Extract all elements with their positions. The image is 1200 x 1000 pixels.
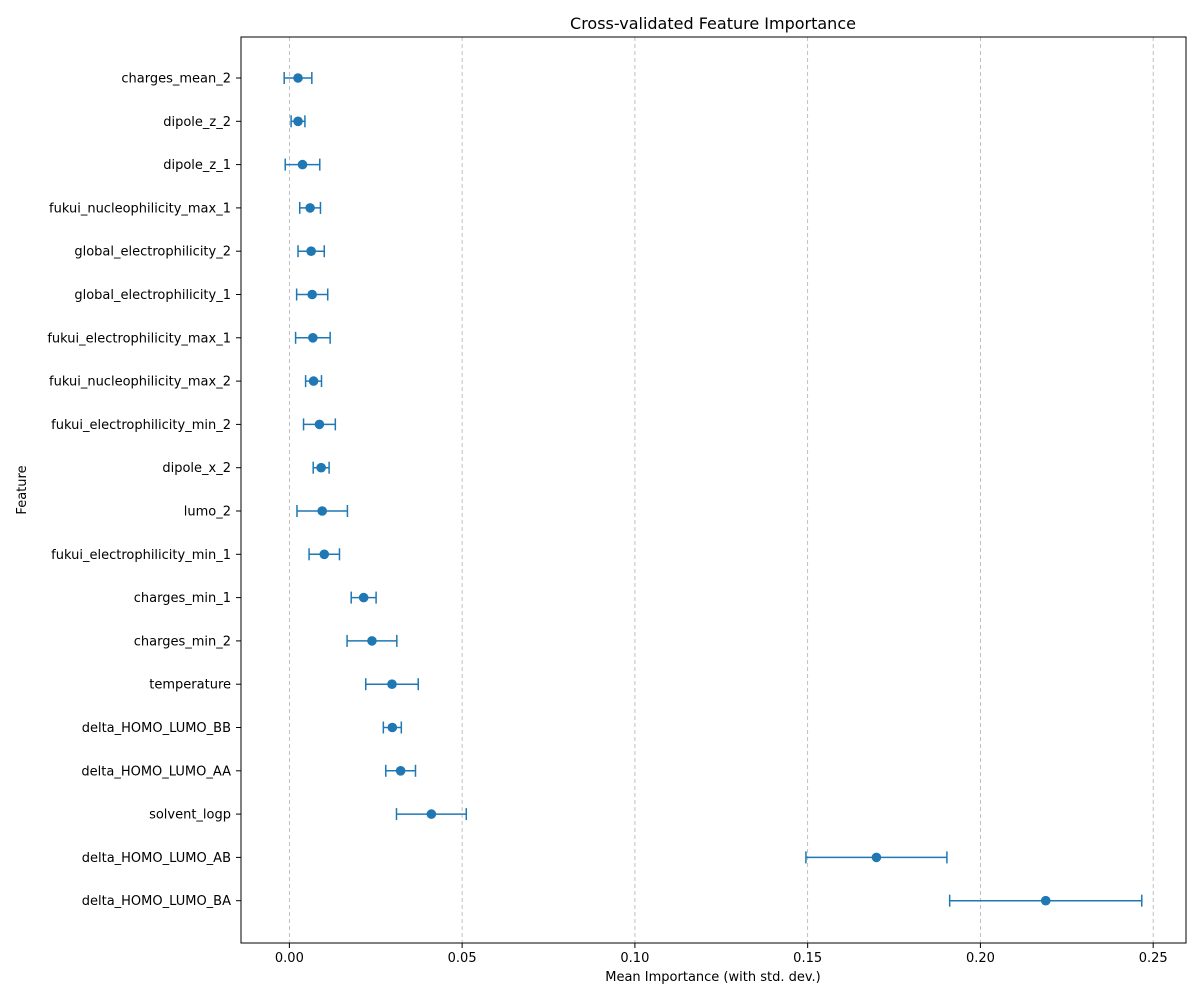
y-tick-label: charges_min_1 bbox=[134, 591, 231, 606]
error-bar-point bbox=[283, 72, 313, 84]
y-tick-label: fukui_nucleophilicity_max_1 bbox=[49, 201, 231, 216]
mean-point bbox=[317, 506, 327, 516]
y-tick-label: global_electrophilicity_1 bbox=[74, 288, 231, 303]
mean-point bbox=[297, 159, 308, 170]
y-tick-label: dipole_z_1 bbox=[163, 158, 231, 173]
y-tick-label: dipole_z_2 bbox=[163, 115, 231, 130]
error-bar-point bbox=[302, 418, 337, 431]
mean-point bbox=[293, 73, 303, 83]
error-bar-point bbox=[395, 808, 468, 821]
x-tick-label: 0.10 bbox=[620, 951, 649, 966]
mean-point bbox=[426, 809, 437, 819]
y-tick-label: fukui_nucleophilicity_max_2 bbox=[49, 375, 231, 390]
mean-point bbox=[307, 289, 317, 300]
error-bar-point bbox=[312, 461, 330, 474]
error-bar-point bbox=[382, 721, 403, 734]
mean-point bbox=[316, 462, 326, 473]
y-axis: charges_mean_2 dipole_z_2 dipole_z_1 fukui_… bbox=[47, 72, 241, 909]
error-bar-point bbox=[385, 764, 417, 777]
mean-point bbox=[387, 679, 397, 689]
error-bar-point bbox=[304, 375, 323, 388]
error-bar-point bbox=[296, 505, 349, 517]
error-bar-point bbox=[290, 115, 306, 128]
x-tick-label: 0.20 bbox=[966, 951, 995, 966]
y-tick-label: charges_min_2 bbox=[134, 634, 231, 649]
error-bar-point bbox=[294, 331, 331, 344]
mean-point bbox=[395, 766, 406, 776]
mean-point bbox=[308, 376, 319, 386]
y-tick-label: global_electrophilicity_2 bbox=[74, 245, 231, 260]
y-axis-label: Feature bbox=[15, 465, 30, 514]
chart-title: Cross-validated Feature Importance bbox=[570, 14, 856, 33]
mean-point bbox=[1040, 895, 1051, 906]
y-tick-label: dipole_x_2 bbox=[162, 461, 231, 476]
y-tick-label: delta_HOMO_LUMO_AB bbox=[82, 851, 231, 866]
error-bar-point bbox=[308, 548, 341, 561]
error-bar-point bbox=[350, 591, 377, 604]
y-tick-label: fukui_electrophilicity_min_1 bbox=[51, 548, 231, 563]
x-axis-label: Mean Importance (with std. dev.) bbox=[605, 970, 821, 985]
mean-point bbox=[871, 852, 882, 863]
mean-point bbox=[293, 116, 303, 127]
mean-point bbox=[305, 203, 315, 213]
y-tick-label: fukui_electrophilicity_min_2 bbox=[51, 418, 231, 433]
error-bar-point bbox=[346, 634, 398, 647]
error-bar-point bbox=[284, 158, 321, 171]
mean-point bbox=[306, 246, 316, 256]
error-bar-point bbox=[364, 678, 420, 691]
x-axis: 0.00 0.05 0.10 0.15 0.20 0.25 bbox=[275, 943, 1168, 966]
y-tick-label: solvent_logp bbox=[149, 808, 231, 823]
data-marks bbox=[283, 72, 1143, 907]
error-bar-point bbox=[297, 245, 326, 258]
y-tick-label: delta_HOMO_LUMO_AA bbox=[81, 764, 231, 779]
y-tick-label: temperature bbox=[149, 678, 231, 693]
mean-point bbox=[314, 419, 325, 430]
mean-point bbox=[358, 592, 369, 603]
mean-point bbox=[319, 549, 330, 560]
plot-frame bbox=[240, 36, 1187, 944]
x-tick-label: 0.05 bbox=[448, 951, 477, 966]
mean-point bbox=[367, 636, 377, 646]
error-bar-point bbox=[295, 288, 329, 301]
y-tick-label: charges_mean_2 bbox=[121, 72, 231, 87]
mean-point bbox=[308, 333, 318, 343]
error-bar-point bbox=[805, 851, 948, 864]
grid-lines bbox=[288, 37, 1154, 943]
error-bar-point bbox=[298, 201, 322, 214]
error-bar-point bbox=[948, 894, 1143, 907]
y-tick-label: delta_HOMO_LUMO_BB bbox=[82, 721, 231, 736]
y-tick-label: lumo_2 bbox=[184, 505, 231, 520]
y-tick-label: delta_HOMO_LUMO_BA bbox=[82, 894, 231, 909]
x-tick-label: 0.15 bbox=[793, 951, 822, 966]
x-tick-label: 0.00 bbox=[275, 951, 304, 966]
x-tick-label: 0.25 bbox=[1139, 951, 1168, 966]
y-tick-label: fukui_electrophilicity_max_1 bbox=[47, 331, 231, 346]
mean-point bbox=[387, 722, 398, 733]
